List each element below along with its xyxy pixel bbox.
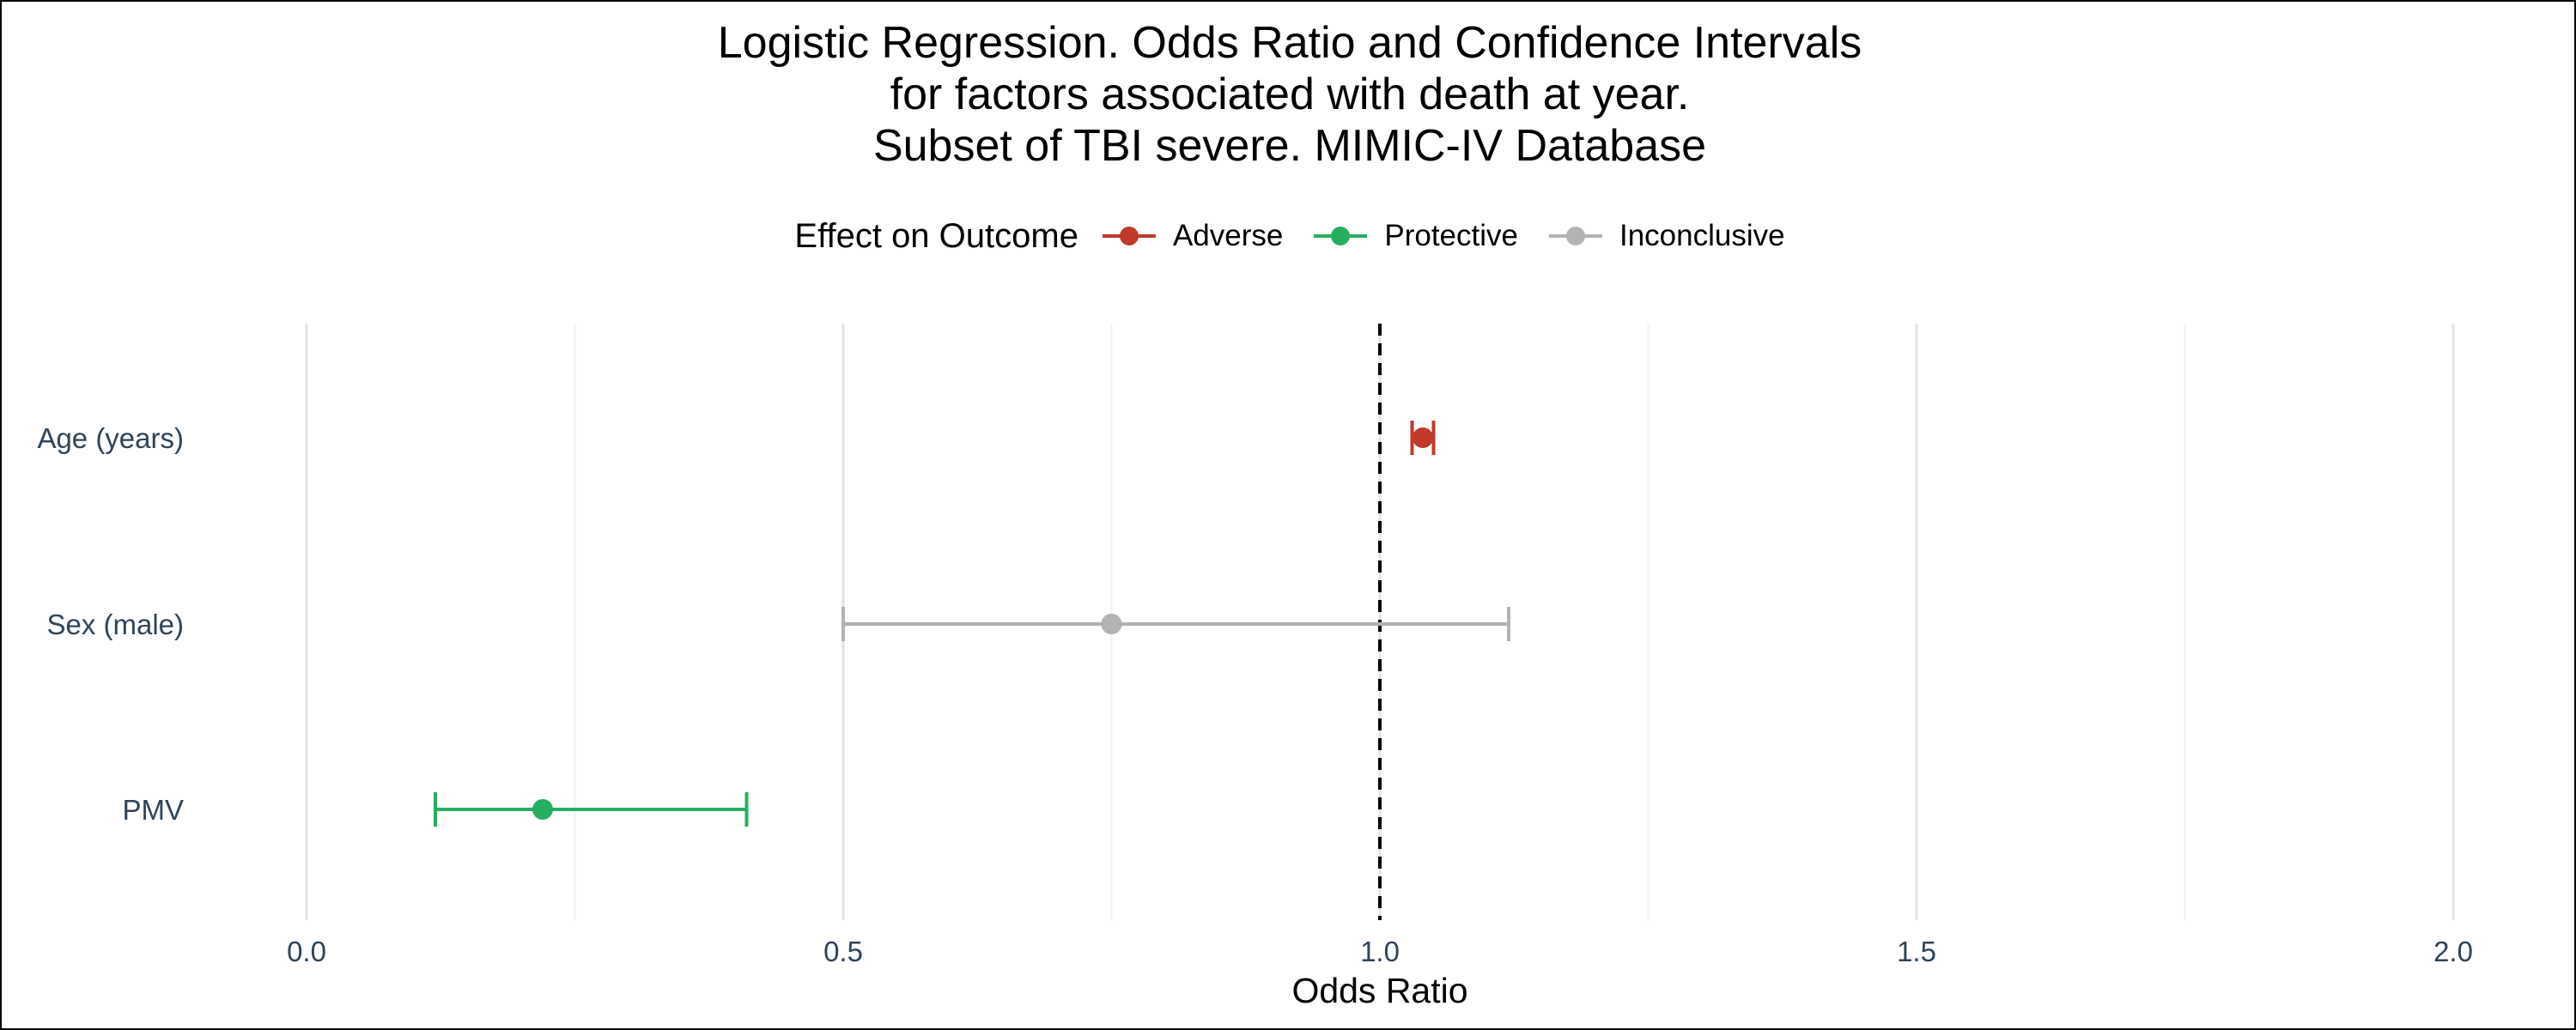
x-tick-label: 0.0: [287, 936, 326, 967]
x-axis-label: Odds Ratio: [1291, 971, 1467, 1010]
legend-key-inconclusive: [1548, 227, 1602, 245]
title-line-1: Logistic Regression. Odds Ratio and Conf…: [717, 18, 1862, 68]
legend-item-protective: Protective: [1312, 219, 1518, 253]
legend-label-adverse: Adverse: [1172, 219, 1284, 252]
legend-title: Effect on Outcome: [794, 216, 1078, 255]
legend-item-inconclusive: Inconclusive: [1547, 219, 1785, 253]
legend: Effect on Outcome Adverse Protective Inc…: [2, 210, 2576, 262]
odds-ratio-point: [532, 799, 553, 820]
legend-key-adverse: [1102, 227, 1156, 245]
title-line-2: for factors associated with death at yea…: [890, 70, 1690, 119]
y-tick-label: Age (years): [37, 422, 184, 454]
y-tick-label: Sex (male): [46, 609, 184, 640]
legend-item-adverse: Adverse: [1101, 219, 1283, 253]
title-line-3: Subset of TBI severe. MIMIC-IV Database: [872, 121, 1707, 171]
chart-title: Logistic Regression. Odds Ratio and Conf…: [2, 17, 2576, 172]
y-tick-label: PMV: [122, 794, 184, 826]
legend-label-inconclusive: Inconclusive: [1619, 219, 1785, 252]
legend-label-protective: Protective: [1384, 219, 1518, 252]
odds-ratio-point: [1101, 614, 1122, 634]
x-tick-label: 2.0: [2433, 936, 2473, 967]
odds-ratio-point: [1413, 427, 1433, 448]
legend-key-protective: [1314, 227, 1368, 245]
x-tick-label: 1.0: [1360, 936, 1400, 967]
x-tick-label: 1.5: [1897, 936, 1936, 967]
x-tick-label: 0.5: [823, 936, 863, 967]
